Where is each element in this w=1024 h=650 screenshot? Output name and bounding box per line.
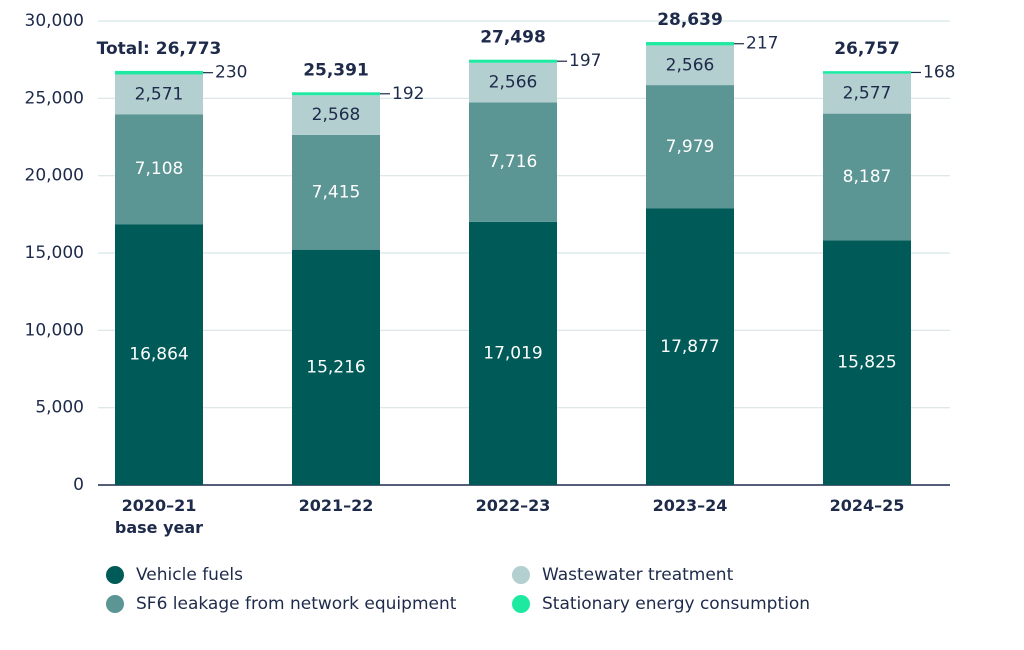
bar-segment bbox=[646, 85, 734, 209]
bar-segment bbox=[823, 240, 911, 485]
legend-label: Wastewater treatment bbox=[542, 565, 734, 585]
bar-segment bbox=[646, 45, 734, 86]
bar-segment bbox=[646, 208, 734, 486]
data-label: 192 bbox=[392, 84, 424, 104]
bar-segment bbox=[469, 62, 557, 103]
data-label: 217 bbox=[746, 34, 778, 54]
x-tick-label: 2022–23 bbox=[475, 496, 551, 515]
data-label: 15,216 bbox=[306, 357, 365, 377]
legend-item: SF6 leakage from network equipment bbox=[106, 594, 456, 614]
legend-swatch bbox=[106, 595, 124, 613]
bar-segment bbox=[115, 114, 203, 225]
bar-segment bbox=[292, 249, 380, 485]
x-tick-label: 2024–25 bbox=[829, 496, 905, 515]
y-tick-label: 25,000 bbox=[25, 88, 84, 108]
total-label: 26,757 bbox=[834, 39, 900, 59]
legend-swatch bbox=[512, 595, 530, 613]
data-label: 7,415 bbox=[312, 182, 361, 202]
total-label: 25,391 bbox=[303, 60, 369, 80]
y-tick-label: 5,000 bbox=[35, 398, 84, 418]
y-tick-label: 15,000 bbox=[25, 243, 84, 263]
bar-segment bbox=[823, 71, 911, 74]
data-label: 7,716 bbox=[489, 152, 538, 172]
bar-segment bbox=[115, 70, 203, 75]
data-label: 17,877 bbox=[660, 337, 719, 357]
total-label: 28,639 bbox=[657, 10, 723, 30]
data-label: 7,979 bbox=[666, 137, 715, 157]
legend-label: Stationary energy consumption bbox=[542, 594, 811, 614]
x-tick-label: 2020–21 base year bbox=[114, 496, 204, 537]
x-tick-label: 2023–24 bbox=[652, 496, 728, 515]
legend-label: Vehicle fuels bbox=[136, 565, 243, 585]
legend-swatch bbox=[106, 566, 124, 584]
bar-segment bbox=[469, 59, 557, 63]
data-label: 17,019 bbox=[483, 343, 542, 363]
bar-segment bbox=[823, 113, 911, 241]
y-tick-label: 10,000 bbox=[25, 320, 84, 340]
legend-label: SF6 leakage from network equipment bbox=[136, 594, 457, 614]
bar-segment bbox=[115, 224, 203, 485]
total-label: 27,498 bbox=[480, 28, 546, 48]
legend-swatch bbox=[512, 566, 530, 584]
y-tick-label: 30,000 bbox=[25, 11, 84, 31]
data-label: 197 bbox=[569, 51, 601, 71]
bar-segment bbox=[823, 73, 911, 114]
bar-segment bbox=[292, 95, 380, 135]
bar-segment bbox=[646, 42, 734, 46]
data-label: 168 bbox=[923, 62, 955, 82]
bar-segment bbox=[469, 221, 557, 485]
legend-item: Vehicle fuels bbox=[106, 565, 243, 585]
bar-segment bbox=[469, 102, 557, 222]
legend-item: Stationary energy consumption bbox=[512, 594, 810, 614]
total-label: Total: 26,773 bbox=[97, 39, 222, 59]
data-label: 16,864 bbox=[129, 345, 188, 365]
data-label: 2,566 bbox=[489, 73, 538, 93]
y-tick-label: 0 bbox=[73, 475, 84, 495]
bar-segment bbox=[292, 134, 380, 250]
bar-segment bbox=[292, 92, 380, 96]
data-label: 2,566 bbox=[666, 55, 715, 75]
data-label: 7,108 bbox=[135, 159, 184, 179]
x-tick-label: 2021–22 bbox=[298, 496, 374, 515]
data-label: 2,568 bbox=[312, 105, 361, 125]
data-label: 230 bbox=[215, 63, 247, 83]
y-tick-label: 20,000 bbox=[25, 166, 84, 186]
data-label: 8,187 bbox=[843, 167, 892, 187]
legend-item: Wastewater treatment bbox=[512, 565, 733, 585]
data-label: 2,571 bbox=[135, 84, 184, 104]
bar-segment bbox=[115, 74, 203, 115]
data-label: 15,825 bbox=[837, 353, 896, 373]
data-label: 2,577 bbox=[843, 84, 892, 104]
